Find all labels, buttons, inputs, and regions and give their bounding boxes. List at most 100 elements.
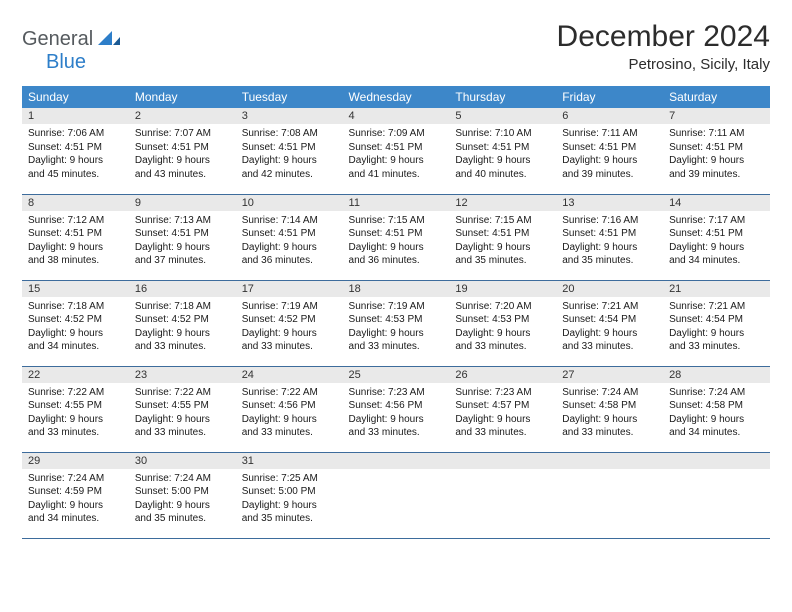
daylight-line1: Daylight: 9 hours xyxy=(455,413,550,427)
calendar-day-cell: 18Sunrise: 7:19 AMSunset: 4:53 PMDayligh… xyxy=(343,280,450,366)
calendar-day-cell: 21Sunrise: 7:21 AMSunset: 4:54 PMDayligh… xyxy=(663,280,770,366)
daylight-line1: Daylight: 9 hours xyxy=(135,499,230,513)
daylight-line1: Daylight: 9 hours xyxy=(28,241,123,255)
daylight-line1: Daylight: 9 hours xyxy=(242,413,337,427)
weekday-header: Saturday xyxy=(663,86,770,108)
daylight-line2: and 34 minutes. xyxy=(28,512,123,526)
daylight-line2: and 33 minutes. xyxy=(669,340,764,354)
weekday-header-row: SundayMondayTuesdayWednesdayThursdayFrid… xyxy=(22,86,770,108)
sunset-line: Sunset: 4:51 PM xyxy=(562,141,657,155)
daylight-line1: Daylight: 9 hours xyxy=(669,413,764,427)
calendar-week-row: 1Sunrise: 7:06 AMSunset: 4:51 PMDaylight… xyxy=(22,108,770,194)
sunrise-line: Sunrise: 7:24 AM xyxy=(28,472,123,486)
page-header: General Blue December 2024 Petrosino, Si… xyxy=(22,20,770,74)
calendar-day-cell: 22Sunrise: 7:22 AMSunset: 4:55 PMDayligh… xyxy=(22,366,129,452)
day-number: 21 xyxy=(663,281,770,297)
day-body: Sunrise: 7:23 AMSunset: 4:57 PMDaylight:… xyxy=(449,383,556,444)
daylight-line1: Daylight: 9 hours xyxy=(562,241,657,255)
day-number: 9 xyxy=(129,195,236,211)
sunset-line: Sunset: 4:51 PM xyxy=(28,141,123,155)
daylight-line1: Daylight: 9 hours xyxy=(669,154,764,168)
sunrise-line: Sunrise: 7:22 AM xyxy=(135,386,230,400)
day-number-empty xyxy=(663,453,770,469)
daylight-line1: Daylight: 9 hours xyxy=(349,154,444,168)
sunset-line: Sunset: 4:54 PM xyxy=(669,313,764,327)
sunrise-line: Sunrise: 7:10 AM xyxy=(455,127,550,141)
daylight-line2: and 42 minutes. xyxy=(242,168,337,182)
sunrise-line: Sunrise: 7:12 AM xyxy=(28,214,123,228)
day-number: 11 xyxy=(343,195,450,211)
calendar-day-cell: 3Sunrise: 7:08 AMSunset: 4:51 PMDaylight… xyxy=(236,108,343,194)
sunrise-line: Sunrise: 7:24 AM xyxy=(562,386,657,400)
sunset-line: Sunset: 4:52 PM xyxy=(242,313,337,327)
sunset-line: Sunset: 4:51 PM xyxy=(455,141,550,155)
daylight-line2: and 34 minutes. xyxy=(669,254,764,268)
calendar-empty-cell xyxy=(343,452,450,538)
sunset-line: Sunset: 4:51 PM xyxy=(455,227,550,241)
daylight-line2: and 35 minutes. xyxy=(242,512,337,526)
weekday-header: Thursday xyxy=(449,86,556,108)
daylight-line2: and 36 minutes. xyxy=(242,254,337,268)
day-number: 29 xyxy=(22,453,129,469)
sunset-line: Sunset: 4:52 PM xyxy=(135,313,230,327)
day-body: Sunrise: 7:22 AMSunset: 4:55 PMDaylight:… xyxy=(22,383,129,444)
day-body: Sunrise: 7:08 AMSunset: 4:51 PMDaylight:… xyxy=(236,124,343,185)
daylight-line1: Daylight: 9 hours xyxy=(242,499,337,513)
daylight-line1: Daylight: 9 hours xyxy=(28,154,123,168)
sunset-line: Sunset: 4:51 PM xyxy=(135,141,230,155)
sunset-line: Sunset: 4:52 PM xyxy=(28,313,123,327)
sunrise-line: Sunrise: 7:13 AM xyxy=(135,214,230,228)
day-number: 18 xyxy=(343,281,450,297)
sunset-line: Sunset: 4:53 PM xyxy=(455,313,550,327)
daylight-line2: and 35 minutes. xyxy=(135,512,230,526)
sunset-line: Sunset: 5:00 PM xyxy=(135,485,230,499)
daylight-line2: and 33 minutes. xyxy=(455,426,550,440)
sunset-line: Sunset: 4:57 PM xyxy=(455,399,550,413)
day-body: Sunrise: 7:16 AMSunset: 4:51 PMDaylight:… xyxy=(556,211,663,272)
daylight-line1: Daylight: 9 hours xyxy=(349,327,444,341)
sunset-line: Sunset: 4:58 PM xyxy=(669,399,764,413)
day-number: 6 xyxy=(556,108,663,124)
daylight-line2: and 33 minutes. xyxy=(349,340,444,354)
sunrise-line: Sunrise: 7:14 AM xyxy=(242,214,337,228)
sunrise-line: Sunrise: 7:17 AM xyxy=(669,214,764,228)
calendar-day-cell: 24Sunrise: 7:22 AMSunset: 4:56 PMDayligh… xyxy=(236,366,343,452)
sunrise-line: Sunrise: 7:25 AM xyxy=(242,472,337,486)
calendar-day-cell: 28Sunrise: 7:24 AMSunset: 4:58 PMDayligh… xyxy=(663,366,770,452)
sunset-line: Sunset: 4:51 PM xyxy=(349,227,444,241)
sunset-line: Sunset: 4:59 PM xyxy=(28,485,123,499)
calendar-week-row: 29 Sunrise: 7:24 AMSunset: 4:59 PM Dayligh… xyxy=(22,452,770,538)
daylight-line1: Daylight: 9 hours xyxy=(135,241,230,255)
daylight-line2: and 38 minutes. xyxy=(28,254,123,268)
day-body: Sunrise: 7:13 AMSunset: 4:51 PMDaylight:… xyxy=(129,211,236,272)
sunrise-line: Sunrise: 7:09 AM xyxy=(349,127,444,141)
sunset-line: Sunset: 4:54 PM xyxy=(562,313,657,327)
sunset-line: Sunset: 4:55 PM xyxy=(135,399,230,413)
daylight-line1: Daylight: 9 hours xyxy=(455,154,550,168)
daylight-line2: and 34 minutes. xyxy=(28,340,123,354)
daylight-line2: and 33 minutes. xyxy=(562,426,657,440)
day-body: Sunrise: 7:14 AMSunset: 4:51 PMDaylight:… xyxy=(236,211,343,272)
daylight-line2: and 33 minutes. xyxy=(562,340,657,354)
day-body: Sunrise: 7:21 AMSunset: 4:54 PMDaylight:… xyxy=(663,297,770,358)
sunset-line: Sunset: 4:51 PM xyxy=(242,227,337,241)
sunrise-line: Sunrise: 7:21 AM xyxy=(669,300,764,314)
day-number: 25 xyxy=(343,367,450,383)
daylight-line2: and 39 minutes. xyxy=(562,168,657,182)
sunset-line: Sunset: 5:00 PM xyxy=(242,485,337,499)
calendar-empty-cell xyxy=(556,452,663,538)
day-number: 14 xyxy=(663,195,770,211)
daylight-line1: Daylight: 9 hours xyxy=(562,413,657,427)
calendar-day-cell: 4Sunrise: 7:09 AMSunset: 4:51 PMDaylight… xyxy=(343,108,450,194)
day-body: Sunrise: 7:24 AMSunset: 4:58 PMDaylight:… xyxy=(663,383,770,444)
day-body: Sunrise: 7:22 AMSunset: 4:56 PMDaylight:… xyxy=(236,383,343,444)
sunrise-line: Sunrise: 7:24 AM xyxy=(669,386,764,400)
day-number: 10 xyxy=(236,195,343,211)
logo: General Blue xyxy=(22,20,120,74)
day-body: Sunrise: 7:09 AMSunset: 4:51 PMDaylight:… xyxy=(343,124,450,185)
month-title: December 2024 xyxy=(557,20,770,54)
day-body: Sunrise: 7:10 AMSunset: 4:51 PMDaylight:… xyxy=(449,124,556,185)
day-body: Sunrise: 7:25 AMSunset: 5:00 PMDaylight:… xyxy=(236,469,343,530)
daylight-line1: Daylight: 9 hours xyxy=(669,327,764,341)
calendar-day-cell: 11Sunrise: 7:15 AMSunset: 4:51 PMDayligh… xyxy=(343,194,450,280)
